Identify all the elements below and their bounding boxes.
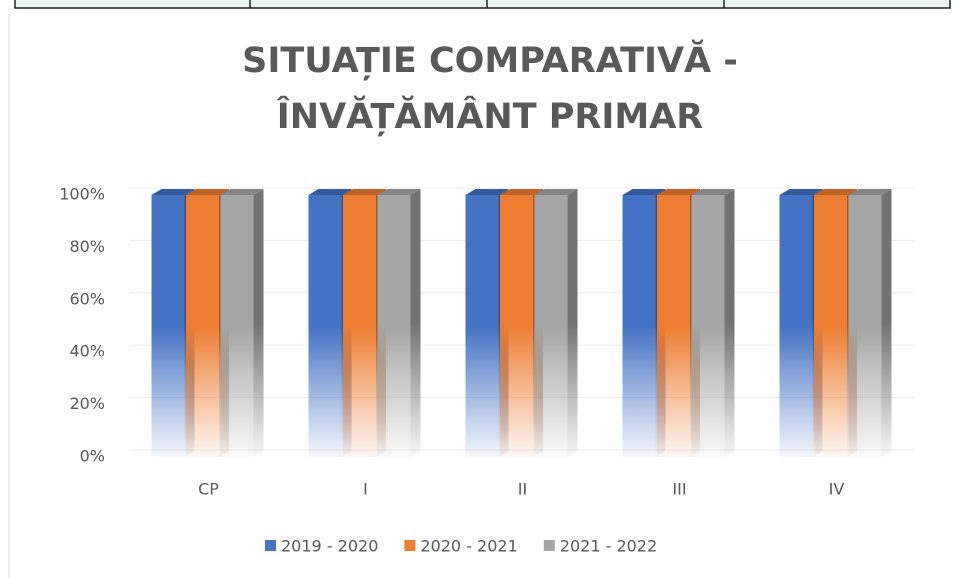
bar <box>343 195 376 457</box>
x-tick-label: III <box>672 480 686 499</box>
x-tick-label: CP <box>198 480 219 499</box>
y-tick-label: 20% <box>69 394 105 413</box>
bar-side <box>410 189 421 457</box>
bar <box>779 195 813 457</box>
bar <box>814 195 847 457</box>
bar <box>186 195 219 457</box>
bar-top <box>220 189 264 195</box>
table-strip <box>14 0 951 9</box>
y-tick-label: 0% <box>80 447 105 466</box>
bar <box>657 195 690 457</box>
bar-top <box>534 189 578 195</box>
bar-top <box>500 189 543 195</box>
legend-label: 2020 - 2021 <box>420 537 517 556</box>
bar-side <box>881 189 892 457</box>
bar-top <box>151 189 195 195</box>
legend-label: 2019 - 2020 <box>281 537 378 556</box>
bar-top <box>622 189 666 195</box>
y-tick-label: 60% <box>69 289 105 308</box>
bar-side <box>567 189 578 457</box>
bar <box>848 195 882 457</box>
bar <box>308 195 342 457</box>
bar-top <box>465 189 509 195</box>
x-tick-label: IV <box>829 480 845 499</box>
bar <box>534 195 568 457</box>
bar-top <box>848 189 892 195</box>
x-tick-label: II <box>518 480 527 499</box>
bar-top <box>779 189 823 195</box>
bar <box>377 195 411 457</box>
bar <box>220 195 254 457</box>
y-tick-label: 100% <box>59 185 105 204</box>
bar-top <box>691 189 735 195</box>
bar <box>151 195 185 457</box>
y-tick-label: 80% <box>69 237 105 256</box>
table-row <box>14 0 951 9</box>
legend-label: 2021 - 2022 <box>560 537 657 556</box>
legend-swatch <box>404 540 416 551</box>
bar-top <box>343 189 386 195</box>
bar-top <box>657 189 700 195</box>
bar-side <box>253 189 264 457</box>
bar <box>465 195 499 457</box>
bar-top <box>308 189 352 195</box>
bar <box>622 195 656 457</box>
bar-side <box>724 189 735 457</box>
chart-title: ÎNVĂȚĂMÂNT PRIMAR <box>277 94 704 137</box>
bar-top <box>377 189 421 195</box>
bar-top <box>814 189 857 195</box>
x-tick-label: I <box>363 480 368 499</box>
bar-top <box>186 189 229 195</box>
legend-swatch <box>265 540 276 551</box>
bar <box>500 195 533 457</box>
chart-title: SITUAȚIE COMPARATIVĂ - <box>242 38 738 81</box>
y-tick-label: 40% <box>69 342 105 361</box>
bar <box>691 195 725 457</box>
legend-swatch <box>543 540 555 551</box>
